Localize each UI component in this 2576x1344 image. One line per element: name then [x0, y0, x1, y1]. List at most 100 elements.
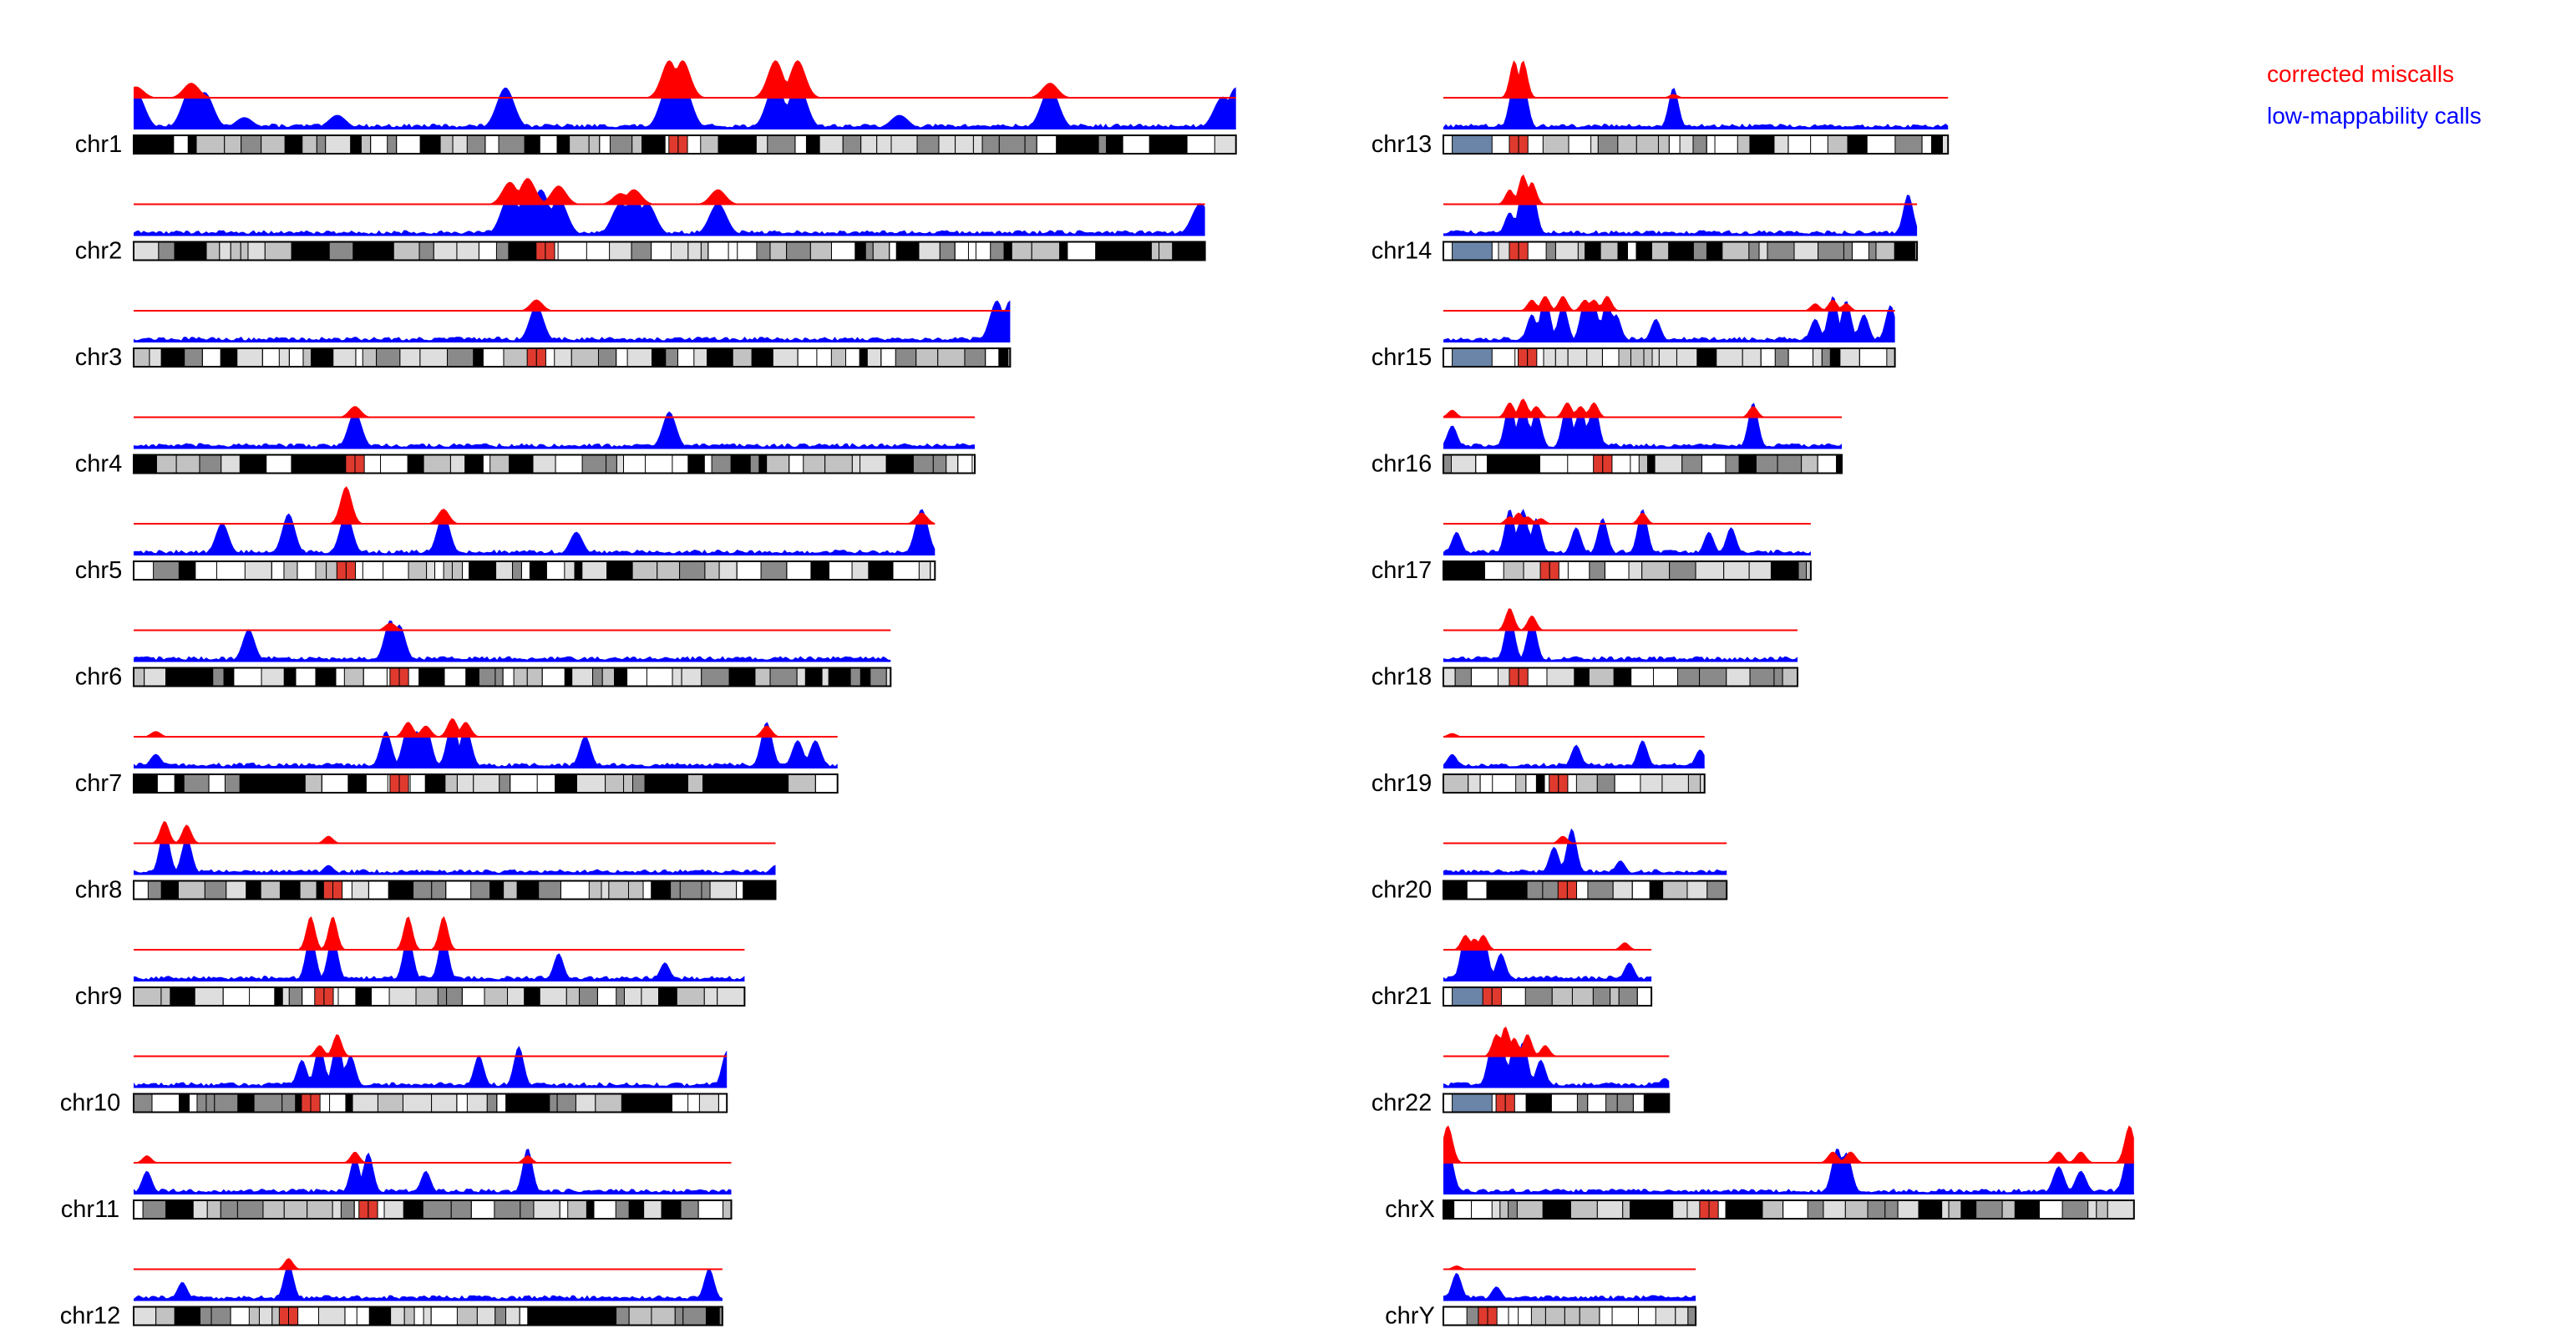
chr3-lowmap-area [134, 300, 1011, 342]
chr5-lowmap-area [134, 509, 936, 555]
chr14-centromere-q [1518, 241, 1529, 261]
chr8-band [351, 880, 369, 900]
chr17-band [1695, 560, 1725, 581]
chrX-band [1975, 1199, 2003, 1220]
chrX-band [1743, 1199, 1763, 1220]
chr8-band [758, 880, 770, 900]
chr12-band [476, 1306, 496, 1326]
chr3-band [859, 347, 868, 368]
chr15-band [1676, 347, 1698, 368]
chr12-band [258, 1306, 273, 1326]
chr21-band [1524, 986, 1553, 1007]
chr5-band [315, 560, 327, 581]
chr6-band [860, 667, 871, 687]
chr12-band [651, 1306, 676, 1326]
chr11-centromere-p [358, 1199, 369, 1220]
chr16-band [1738, 454, 1757, 474]
chr18-ideogram [1443, 667, 1798, 687]
chr13-band [1692, 134, 1707, 155]
chr7-band [304, 773, 322, 794]
chr6-band [701, 667, 730, 687]
chrX-band [1807, 1199, 1824, 1220]
chr3-band [236, 347, 263, 368]
chr9-band [524, 986, 540, 1007]
chr4-band [155, 454, 177, 474]
chr22-band [1576, 1093, 1589, 1113]
chr12-band [423, 1306, 432, 1326]
chr12-band [456, 1306, 478, 1326]
chr14-band [1767, 241, 1795, 261]
chr10-band [525, 1093, 550, 1113]
chr10-band [237, 1093, 255, 1113]
chrX-band [1941, 1199, 1950, 1220]
chr15-centromere-q [1527, 347, 1538, 368]
chr6-band [212, 667, 225, 687]
chr15-label: chr15 [1372, 344, 1433, 371]
chr10-panel: chr10 [60, 1034, 728, 1117]
chr18-miscall-area [1443, 608, 1798, 631]
chr11-label: chr11 [61, 1196, 119, 1223]
chr5-panel: chr5 [75, 486, 936, 584]
chr10-centromere-p [301, 1093, 312, 1113]
chrX-band [1762, 1199, 1784, 1220]
chr2-band [1159, 241, 1174, 261]
chr15-panel: chr15 [1372, 296, 1896, 371]
chr3-band [362, 347, 378, 368]
chr2-band [174, 241, 190, 261]
chr16-ideogram-outline [1443, 454, 1843, 474]
chr17-ideogram [1443, 560, 1812, 581]
chr14-band [1722, 241, 1750, 261]
chr6-band [513, 667, 528, 687]
chr8-band [709, 880, 738, 900]
chr14-centromere-p [1509, 241, 1519, 261]
chr4-centromere-p [345, 454, 356, 474]
chr2-ideogram-outline [133, 241, 1206, 261]
chr11-ideogram [133, 1199, 733, 1220]
chr11-band [520, 1199, 535, 1220]
chr1-band [133, 134, 146, 155]
chr2-band [939, 241, 956, 261]
chr8-band [246, 880, 261, 900]
chr7-band [576, 773, 606, 794]
chrX-band [1948, 1199, 1962, 1220]
chr13-band [1617, 134, 1637, 155]
chr22-band [1616, 1093, 1634, 1113]
chr20-band [1458, 880, 1468, 900]
chr6-band [601, 667, 616, 687]
chr5-band [718, 560, 738, 581]
chr4-band [314, 454, 342, 474]
chr1-centromere-q [677, 134, 688, 155]
chr8-band [147, 880, 162, 900]
chr1-band [981, 134, 1000, 155]
chr9-band [415, 986, 439, 1007]
chr9-band [274, 986, 283, 1007]
chr2-band [247, 241, 266, 261]
chr22-ideogram [1443, 1093, 1671, 1113]
chr15-acrocentric-band [1452, 347, 1493, 368]
chr13-band [1773, 134, 1789, 155]
chr20-miscall-area [1443, 835, 1727, 844]
chr8-centromere-q [332, 880, 343, 900]
chr2-band [328, 241, 354, 261]
chrY-band [1687, 1306, 1696, 1326]
chr4-ideogram-outline [133, 454, 976, 474]
chr14-band [1635, 241, 1652, 261]
chr9-band [170, 986, 195, 1007]
chr6-band [494, 667, 504, 687]
chr13-centromere-p [1509, 134, 1519, 155]
chr5-band [631, 560, 658, 581]
chr20-band [1662, 880, 1688, 900]
chr4-band [766, 454, 790, 474]
chr19-centromere-q [1558, 773, 1569, 794]
chr9-band [616, 986, 625, 1007]
chr11-band [422, 1199, 452, 1220]
chr15-band [1886, 347, 1896, 368]
chr18-band [1574, 667, 1590, 687]
chr19-label: chr19 [1372, 770, 1433, 797]
chr1-band [631, 134, 643, 155]
chr5-band [851, 560, 870, 581]
chr1-band [700, 134, 719, 155]
chrX-band [1686, 1199, 1701, 1220]
chr5-band [283, 560, 298, 581]
chr10-band [575, 1093, 596, 1113]
